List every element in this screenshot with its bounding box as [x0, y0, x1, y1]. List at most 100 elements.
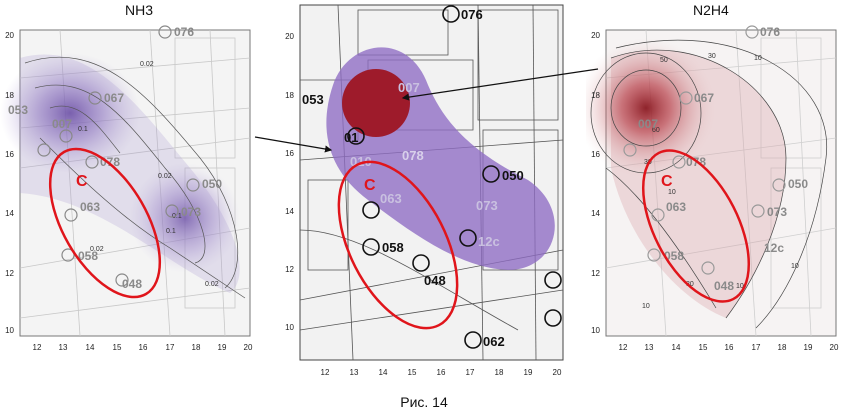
map-label: 067 — [104, 91, 124, 105]
n2h4-map-panel: 50 30 10 60 30 10 10 30 10 10 076 067 00… — [586, 25, 839, 352]
map-point-marker — [623, 143, 637, 157]
y-tick: 12 — [591, 269, 600, 278]
map-point-marker — [412, 254, 430, 272]
n2h4-plume-core — [586, 38, 716, 178]
map-point-marker — [64, 208, 78, 222]
map-label: 01 — [344, 130, 358, 145]
x-tick: 12 — [321, 368, 330, 377]
y-tick: 14 — [285, 207, 294, 216]
x-tick: 15 — [113, 343, 122, 352]
n2h4-contour-label: 10 — [642, 303, 650, 310]
x-tick: 17 — [466, 368, 475, 377]
x-tick: 20 — [830, 343, 839, 352]
n2h4-contour-label: 10 — [668, 189, 676, 196]
n2h4-contour-label: 30 — [686, 281, 694, 288]
map-point-marker — [701, 261, 715, 275]
map-point-marker — [464, 331, 482, 349]
map-point-marker — [59, 129, 73, 143]
map-label: 063 — [380, 191, 402, 206]
nh3-contour-label: 0.02 — [90, 246, 104, 253]
y-tick: 20 — [591, 31, 600, 40]
y-tick: 18 — [285, 91, 294, 100]
map-label: 048 — [424, 273, 446, 288]
map-point-marker — [745, 25, 759, 39]
y-tick: 16 — [591, 150, 600, 159]
map-label: 053 — [8, 103, 28, 117]
x-tick: 14 — [379, 368, 388, 377]
map-point-marker — [544, 271, 562, 289]
n2h4-danger-zone-ellipse — [641, 149, 751, 303]
map-point-marker — [158, 25, 172, 39]
x-tick: 17 — [166, 343, 175, 352]
x-tick: 19 — [218, 343, 227, 352]
x-tick: 13 — [350, 368, 359, 377]
map-label: 067 — [694, 91, 714, 105]
nh3-contour-label: 0.02 — [158, 173, 172, 180]
n2h4-contour-label: 10 — [736, 283, 744, 290]
n2h4-contour-label: 10 — [754, 55, 762, 62]
y-tick: 12 — [5, 269, 14, 278]
x-tick: 20 — [553, 368, 562, 377]
map-label: 007 — [398, 80, 420, 95]
y-tick: 14 — [5, 209, 14, 218]
map-point-marker — [679, 91, 693, 105]
map-point-marker — [61, 248, 75, 262]
combined-danger-zone-ellipse — [337, 160, 459, 330]
x-tick: 13 — [59, 343, 68, 352]
nh3-contours — [24, 56, 246, 299]
y-tick: 20 — [285, 32, 294, 41]
x-tick: 13 — [645, 343, 654, 352]
y-tick: 18 — [591, 91, 600, 100]
x-tick: 17 — [752, 343, 761, 352]
x-tick: 16 — [725, 343, 734, 352]
map-label: 058 — [382, 240, 404, 255]
nh3-plume-core — [0, 53, 140, 173]
map-point-marker — [115, 273, 129, 287]
map-point-marker — [459, 229, 477, 247]
map-label: 076 — [461, 7, 483, 22]
x-tick: 16 — [139, 343, 148, 352]
map-label: 007 — [52, 117, 72, 131]
nh3-contour-label: 0.1 — [166, 228, 176, 235]
nh3-panel-title: NH3 — [125, 2, 154, 18]
map-point-marker — [751, 204, 765, 218]
map-point-marker — [186, 178, 200, 192]
n2h4-contour-label: 10 — [791, 263, 799, 270]
map-point-marker — [362, 238, 380, 256]
y-tick: 18 — [5, 91, 14, 100]
x-tick: 19 — [804, 343, 813, 352]
map-point-marker — [347, 127, 365, 145]
n2h4-panel-title: N2H4 — [693, 2, 729, 18]
map-point-marker — [672, 155, 686, 169]
map-label: 073 — [767, 205, 787, 219]
map-point-marker — [544, 309, 562, 327]
y-tick: 20 — [5, 31, 14, 40]
x-tick: 14 — [672, 343, 681, 352]
nh3-contour-label: 0.02 — [140, 61, 154, 68]
map-point-marker — [85, 155, 99, 169]
map-label: 12c — [478, 234, 500, 249]
map-point-marker — [482, 165, 500, 183]
n2h4-zone-label: C — [661, 173, 673, 190]
map-label: 058 — [664, 249, 684, 263]
n2h4-contour-label: 50 — [660, 57, 668, 64]
combined-zone-label: C — [364, 177, 376, 194]
combined-map-panel: 076 053 007 01 010 078 050 063 073 12c 0… — [285, 4, 564, 377]
x-tick: 18 — [495, 368, 504, 377]
x-tick: 15 — [408, 368, 417, 377]
nh3-danger-zone-ellipse — [48, 147, 162, 299]
nh3-arrow — [254, 136, 333, 153]
map-label: 12c — [764, 241, 784, 255]
map-label: 073 — [181, 205, 201, 219]
x-tick: 14 — [86, 343, 95, 352]
map-label: 007 — [638, 117, 658, 131]
map-label: 076 — [760, 25, 780, 39]
map-point-marker — [647, 248, 661, 262]
nh3-map-panel: 0.02 0.02 0.1 0.1 0.02 0.02 0.1 076 067 … — [0, 25, 253, 352]
nh3-plume-envelope — [20, 54, 240, 293]
y-tick: 10 — [285, 323, 294, 332]
map-point-marker — [772, 178, 786, 192]
x-tick: 18 — [778, 343, 787, 352]
x-tick: 18 — [192, 343, 201, 352]
map-label: 053 — [302, 92, 324, 107]
